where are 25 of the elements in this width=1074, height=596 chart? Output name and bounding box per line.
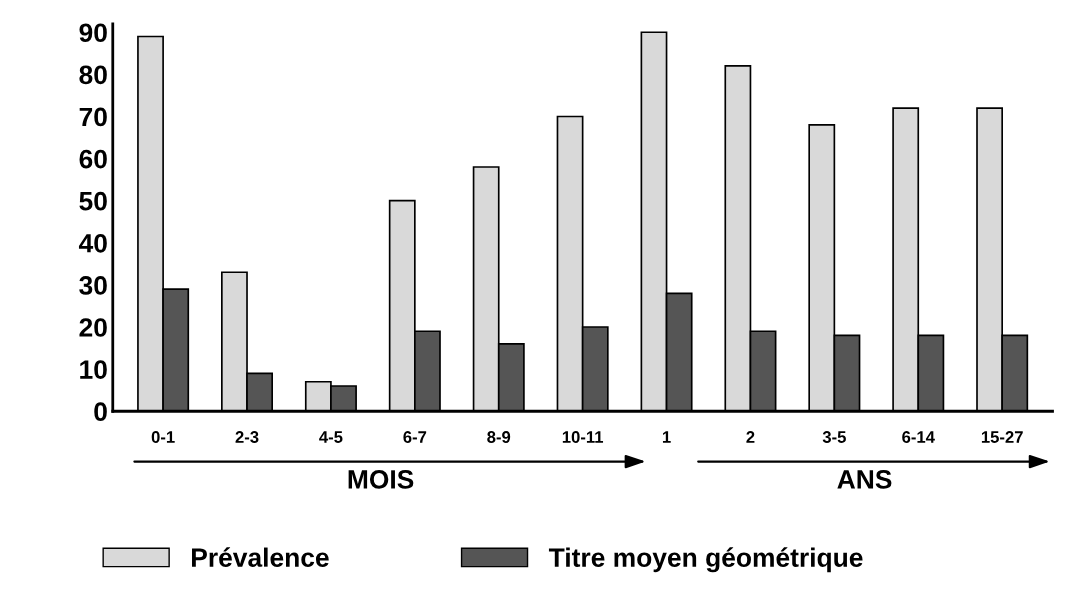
x-tick-label: 4-5 <box>319 431 343 443</box>
legend-label: Prévalence <box>192 547 329 567</box>
y-tick-label: 90 <box>79 23 107 43</box>
y-tick-label: 50 <box>79 191 107 211</box>
y-tick-label: 20 <box>79 318 107 337</box>
x-tick-label: 10-11 <box>562 431 604 443</box>
text: MOIS <box>348 470 414 489</box>
y-tick-label: 0 <box>94 402 107 422</box>
x-tick-label: 6-7 <box>403 431 427 443</box>
x-tick-label: 0-1 <box>151 431 175 443</box>
x-tick-label: 15-27 <box>981 431 1023 443</box>
x-tick-label: 2-3 <box>235 431 259 443</box>
x-tick-label: 8-9 <box>487 431 511 443</box>
legend-label: Titre moyen géométrique <box>548 547 863 573</box>
y-tick-label: 70 <box>79 107 107 127</box>
text: ANS <box>837 470 892 489</box>
x-tick-label: 6-14 <box>902 431 935 443</box>
y-tick-label: 10 <box>80 360 107 379</box>
y-tick-label: 60 <box>79 149 107 169</box>
y-tick-label: 40 <box>78 233 107 253</box>
y-tick-label: 80 <box>79 65 107 85</box>
y-tick-label: 30 <box>79 276 107 295</box>
x-tick-label: 2 <box>746 431 755 443</box>
x-tick-label: 3-5 <box>822 431 846 443</box>
x-tick-label: 1 <box>662 431 671 443</box>
